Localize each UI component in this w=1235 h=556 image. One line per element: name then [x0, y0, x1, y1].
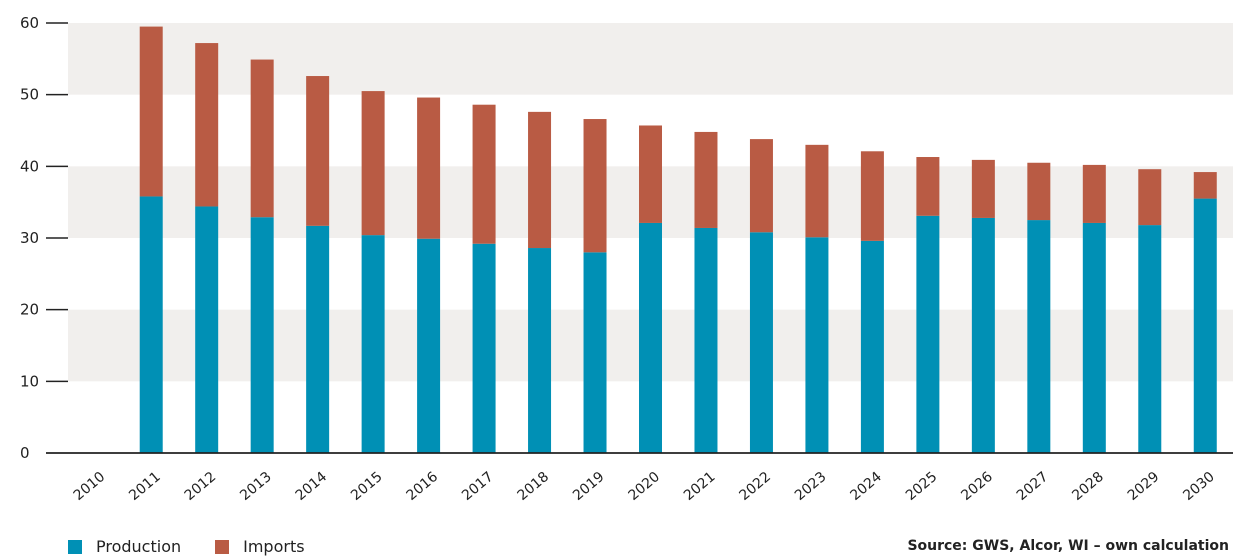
y-axis: 0 10 20 30 40 50 60 — [20, 14, 68, 462]
x-tick-label: 2024 — [847, 469, 885, 504]
bar-production-2029 — [1138, 225, 1162, 453]
bar-production-2021 — [694, 227, 718, 453]
bar-production-2023 — [805, 237, 829, 453]
bar-imports-2012 — [195, 43, 219, 207]
x-tick-label: 2026 — [958, 469, 996, 504]
bar-imports-2030 — [1193, 172, 1217, 199]
bar-imports-2016 — [417, 97, 441, 239]
bar-production-2025 — [916, 215, 940, 453]
source-note: Source: GWS, Alcor, WI – own calculation — [907, 538, 1229, 554]
legend-swatch-imports — [215, 539, 230, 554]
bar-production-2017 — [472, 243, 496, 453]
y-tick-label: 20 — [20, 301, 39, 319]
bar-production-2022 — [749, 232, 773, 453]
legend-item-production: Production — [68, 537, 181, 556]
bar-production-2026 — [971, 217, 995, 453]
y-tick-label: 60 — [20, 14, 39, 32]
bar-production-2030 — [1193, 198, 1217, 453]
y-tick-label: 10 — [20, 372, 39, 390]
x-tick-label: 2028 — [1069, 469, 1107, 504]
bar-production-2028 — [1082, 222, 1106, 453]
bar-imports-2018 — [528, 111, 552, 249]
legend-label-production: Production — [96, 537, 182, 556]
bar-imports-2019 — [583, 119, 607, 253]
y-tick-label: 50 — [20, 86, 39, 104]
bar-imports-2011 — [139, 26, 163, 197]
bar-imports-2020 — [639, 125, 662, 223]
x-tick-label: 2020 — [625, 469, 663, 504]
bar-imports-2026 — [971, 159, 995, 218]
x-tick-label: 2015 — [348, 469, 386, 504]
y-tick-label: 40 — [20, 157, 39, 175]
bar-production-2015 — [361, 235, 385, 453]
bar-imports-2022 — [749, 139, 773, 233]
bar-imports-2021 — [694, 131, 718, 228]
x-tick-label: 2016 — [404, 469, 442, 504]
bar-imports-2017 — [472, 104, 496, 244]
bar-imports-2028 — [1082, 164, 1106, 223]
x-tick-label: 2013 — [237, 469, 275, 504]
x-tick-label: 2011 — [126, 469, 164, 504]
x-tick-label: 2025 — [903, 469, 941, 504]
legend-item-imports: Imports — [215, 537, 305, 556]
x-tick-label: 2022 — [736, 469, 774, 504]
bar-production-2027 — [1027, 220, 1051, 453]
x-tick-label: 2029 — [1125, 469, 1163, 504]
x-tick-label: 2030 — [1180, 469, 1218, 504]
x-tick-label: 2012 — [182, 469, 220, 504]
bar-production-2020 — [639, 222, 662, 453]
x-tick-label: 2027 — [1014, 469, 1052, 504]
y-tick-label: 0 — [20, 444, 30, 462]
bar-production-2024 — [860, 240, 884, 453]
x-tick-label: 2019 — [570, 469, 608, 504]
bar-imports-2025 — [916, 157, 940, 216]
bar-imports-2014 — [306, 76, 330, 226]
bars — [139, 26, 1217, 453]
bar-imports-2029 — [1138, 169, 1162, 226]
bar-production-2014 — [306, 225, 330, 453]
bar-imports-2024 — [860, 151, 884, 241]
legend: Production Imports — [68, 537, 339, 556]
legend-swatch-production — [68, 539, 82, 554]
legend-label-imports: Imports — [243, 537, 305, 556]
bar-production-2019 — [583, 252, 607, 453]
x-tick-label: 2018 — [515, 469, 553, 504]
bar-production-2011 — [139, 196, 163, 453]
x-tick-label: 2021 — [681, 469, 719, 504]
bar-production-2018 — [528, 248, 552, 453]
bar-imports-2015 — [361, 91, 385, 236]
bar-imports-2023 — [805, 144, 829, 238]
y-tick-label: 30 — [20, 229, 39, 247]
x-tick-label: 2023 — [792, 469, 830, 504]
grid-band — [68, 23, 1233, 95]
bar-imports-2013 — [250, 59, 274, 218]
x-tick-label: 2017 — [459, 469, 497, 504]
bar-production-2013 — [250, 217, 274, 453]
bar-imports-2027 — [1027, 162, 1051, 221]
bar-production-2016 — [417, 238, 441, 453]
bar-production-2012 — [195, 206, 219, 453]
x-tick-label: 2014 — [293, 469, 331, 504]
x-tick-label: 2010 — [71, 469, 109, 504]
x-axis: 2010 2011 2012 2013 2014 2015 2016 2017 2018 2019… — [46, 452, 1233, 504]
